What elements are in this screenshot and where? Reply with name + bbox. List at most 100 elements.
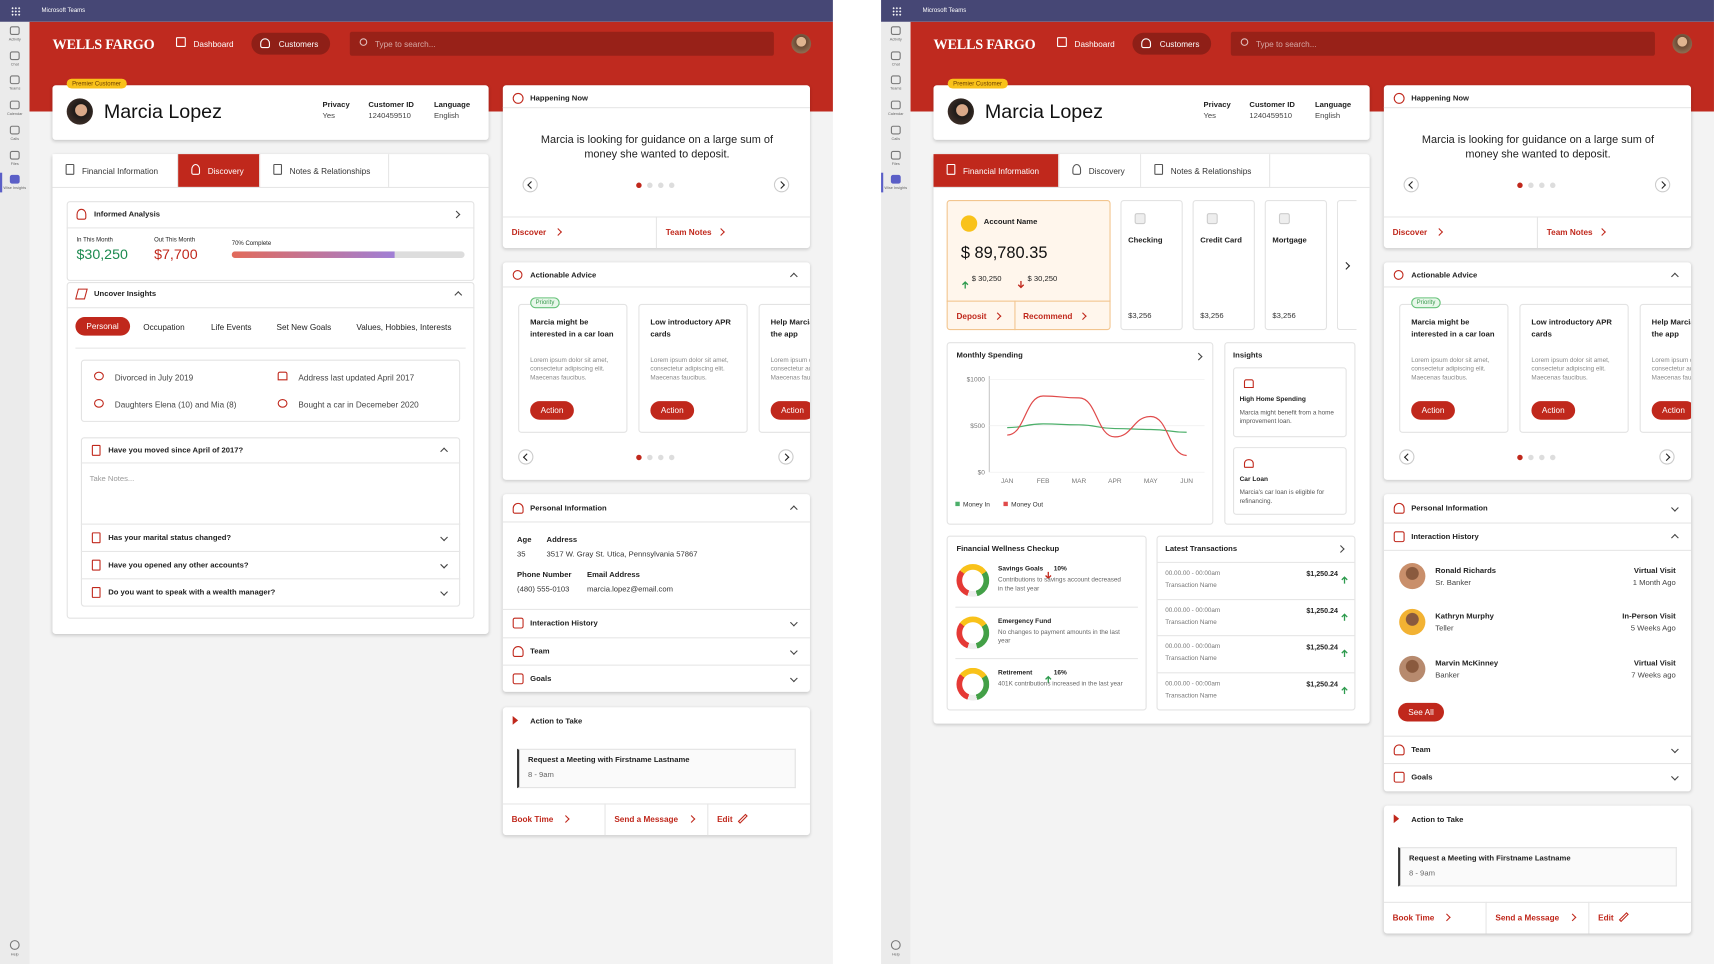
carousel-dot[interactable] xyxy=(636,454,642,460)
carousel-prev[interactable] xyxy=(1399,449,1415,465)
section-title[interactable]: Goals xyxy=(530,674,552,683)
carousel-dot[interactable] xyxy=(658,182,664,188)
carousel-next[interactable] xyxy=(773,177,790,193)
app-icon[interactable] xyxy=(890,175,901,184)
tab-label[interactable]: Notes & Relationships xyxy=(1170,166,1252,176)
app-label[interactable]: Activity xyxy=(889,37,902,42)
pill-tab[interactable]: Values, Hobbies, Interests xyxy=(356,322,452,333)
action-button[interactable]: Action xyxy=(650,401,695,420)
link[interactable]: Team Notes xyxy=(665,227,712,238)
account-tile[interactable] xyxy=(1120,200,1183,331)
action-button[interactable]: Action xyxy=(1531,401,1576,420)
nav-pill[interactable] xyxy=(251,32,331,55)
tab-label[interactable]: Notes & Relationships xyxy=(289,166,371,176)
link[interactable]: Send a Message xyxy=(1495,912,1560,923)
app-label[interactable]: Calendar xyxy=(6,111,23,116)
user-avatar[interactable] xyxy=(791,33,812,54)
link[interactable]: Send a Message xyxy=(614,814,679,825)
help-icon[interactable] xyxy=(890,940,901,950)
app-icon[interactable] xyxy=(9,150,20,160)
search-box[interactable] xyxy=(349,31,774,56)
pill-tab[interactable]: Life Events xyxy=(210,322,252,333)
link[interactable]: Edit xyxy=(1598,912,1614,923)
section-title[interactable]: Personal Information xyxy=(1411,504,1488,513)
nav-item[interactable]: Dashboard xyxy=(1074,38,1115,49)
carousel-dot[interactable] xyxy=(1528,454,1534,460)
link[interactable]: Recommend xyxy=(1023,311,1073,322)
action-button[interactable]: Action xyxy=(1651,401,1692,420)
carousel-next[interactable] xyxy=(778,449,794,465)
app-label[interactable]: Chat xyxy=(10,61,19,67)
carousel-dot[interactable] xyxy=(1550,454,1556,460)
app-icon[interactable] xyxy=(9,125,20,135)
app-icon[interactable] xyxy=(890,26,901,35)
app-label[interactable]: Calls xyxy=(891,136,901,141)
app-icon[interactable] xyxy=(9,75,20,85)
section-title[interactable]: Team xyxy=(530,647,550,656)
app-label[interactable]: Calendar xyxy=(888,111,904,116)
carousel-dot[interactable] xyxy=(1539,454,1545,460)
question[interactable]: Have you opened any other accounts? xyxy=(108,561,249,569)
pill-tab[interactable]: Occupation xyxy=(143,322,185,333)
nav-item[interactable]: Customers xyxy=(278,38,319,49)
tab-label[interactable]: Discovery xyxy=(207,166,244,176)
app-label[interactable]: Wise Insights xyxy=(884,186,908,191)
user-avatar[interactable] xyxy=(1672,33,1693,54)
app-icon[interactable] xyxy=(9,175,20,184)
link[interactable]: Team Notes xyxy=(1546,227,1593,238)
link[interactable]: Edit xyxy=(717,814,733,825)
carousel-dot[interactable] xyxy=(1517,182,1523,188)
search-box[interactable] xyxy=(1230,31,1655,56)
app-label[interactable]: Files xyxy=(891,161,900,166)
link[interactable]: Book Time xyxy=(511,814,554,825)
app-icon[interactable] xyxy=(890,150,901,160)
app-icon[interactable] xyxy=(890,100,901,110)
carousel-prev[interactable] xyxy=(1403,177,1419,193)
app-icon[interactable] xyxy=(9,100,20,110)
account-tile[interactable] xyxy=(1264,200,1328,331)
app-icon[interactable] xyxy=(9,26,20,35)
app-label[interactable]: Teams xyxy=(9,86,21,92)
carousel-dot[interactable] xyxy=(1528,182,1534,188)
nav-item[interactable]: Customers xyxy=(1159,38,1200,49)
action-button[interactable]: Action xyxy=(530,401,574,420)
question[interactable]: Do you want to speak with a wealth manag… xyxy=(108,588,276,597)
link[interactable]: Book Time xyxy=(1392,912,1435,923)
carousel-dot[interactable] xyxy=(1550,182,1556,188)
section-title[interactable]: Interaction History xyxy=(1411,532,1479,541)
app-icon[interactable] xyxy=(890,51,901,60)
carousel-next[interactable] xyxy=(1654,177,1671,193)
notes-placeholder[interactable]: Take Notes... xyxy=(89,475,135,484)
help-label[interactable]: Help xyxy=(891,952,900,957)
section-title[interactable]: Goals xyxy=(1411,773,1433,782)
carousel-dot[interactable] xyxy=(1517,454,1523,460)
app-label[interactable]: Chat xyxy=(891,61,900,67)
tab-label[interactable]: Financial Information xyxy=(963,166,1040,176)
carousel-dot[interactable] xyxy=(658,454,664,460)
help-label[interactable]: Help xyxy=(10,952,19,957)
carousel-dot[interactable] xyxy=(668,454,675,460)
panel-title[interactable]: Informed Analysis xyxy=(94,210,161,219)
question[interactable]: Has your marital status changed? xyxy=(108,533,232,542)
link[interactable]: Deposit xyxy=(956,311,987,322)
app-label[interactable]: Teams xyxy=(890,86,902,92)
section-title[interactable]: Team xyxy=(1411,746,1431,754)
carousel-dot[interactable] xyxy=(668,182,675,188)
pill-tab[interactable]: Personal xyxy=(75,316,130,336)
app-label[interactable]: Wise Insights xyxy=(3,186,27,191)
link[interactable]: Discover xyxy=(1392,227,1428,238)
app-label[interactable]: Activity xyxy=(8,37,21,42)
question[interactable]: Have you moved since April of 2017? xyxy=(108,446,244,455)
carousel-prev[interactable] xyxy=(522,177,538,193)
nav-pill[interactable] xyxy=(1132,32,1212,55)
action-button[interactable]: Action xyxy=(1411,401,1455,420)
app-label[interactable]: Files xyxy=(10,161,19,166)
app-icon[interactable] xyxy=(9,51,20,60)
app-icon[interactable] xyxy=(890,125,901,135)
carousel-dot[interactable] xyxy=(647,454,653,460)
pill-tab[interactable]: Set New Goals xyxy=(276,322,332,333)
section-title[interactable]: Interaction History xyxy=(530,619,598,627)
account-tile[interactable] xyxy=(1192,200,1255,331)
nav-item[interactable]: Dashboard xyxy=(193,38,234,49)
tab-label[interactable]: Discovery xyxy=(1088,166,1125,176)
